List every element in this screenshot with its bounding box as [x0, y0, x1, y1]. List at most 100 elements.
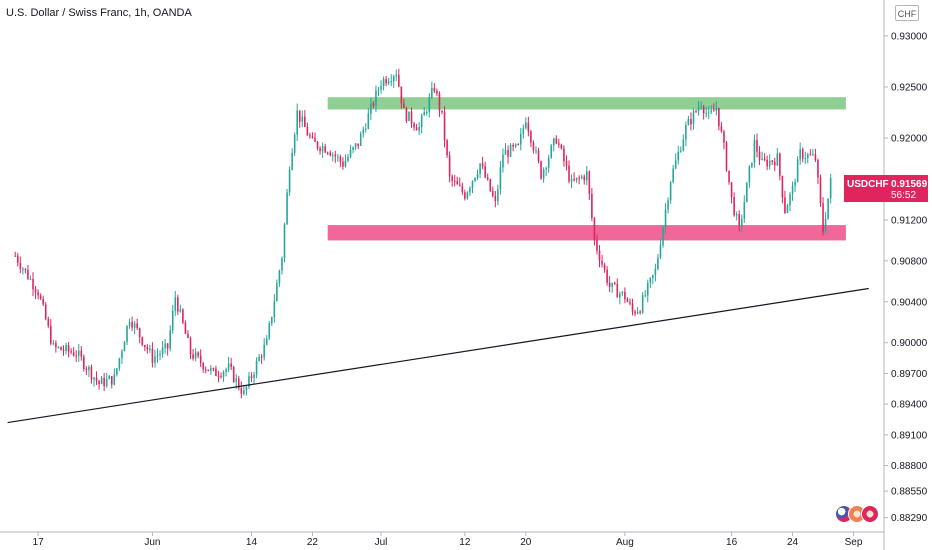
candle-body	[121, 351, 123, 359]
candle-body	[276, 283, 278, 302]
candle-body	[370, 103, 372, 114]
candle-body	[67, 345, 70, 352]
candle-body	[679, 150, 682, 152]
candle-body	[375, 90, 377, 106]
candle-body	[113, 374, 116, 385]
candle-body	[611, 282, 613, 287]
candle-body	[95, 377, 98, 381]
candle-body	[235, 378, 238, 382]
y-tick-label: 0.93000	[891, 31, 928, 42]
candle-body	[174, 297, 177, 311]
candle-body	[532, 142, 535, 151]
candle-body	[118, 358, 121, 369]
candle-body	[199, 355, 202, 364]
candle-body	[57, 347, 60, 349]
candle-body	[151, 348, 154, 363]
candle-body	[248, 376, 250, 387]
candle-body	[753, 139, 756, 163]
candle-body	[347, 156, 349, 161]
candle-body	[512, 144, 514, 147]
candle-body	[337, 156, 339, 158]
candle-body	[314, 137, 316, 142]
candle-body	[382, 79, 385, 86]
candle-body	[761, 158, 763, 160]
candle-body	[448, 155, 451, 177]
candle-body	[697, 107, 700, 112]
y-tick-label: 0.89100	[891, 430, 928, 441]
candle-body	[372, 103, 375, 106]
candle-body	[392, 76, 395, 82]
y-tick-label: 0.88550	[891, 487, 928, 498]
x-tick-label: 12	[459, 537, 471, 548]
candle-body	[156, 355, 159, 357]
candle-body	[326, 152, 329, 154]
candle-body	[39, 295, 42, 299]
candle-body	[443, 112, 446, 141]
candle-body	[545, 168, 547, 170]
resistance-zone[interactable]	[327, 97, 846, 110]
economic-event-icon[interactable]	[861, 505, 879, 523]
candle-body	[34, 289, 37, 293]
candle-body	[83, 356, 85, 370]
currency-button[interactable]: CHF	[895, 5, 919, 21]
candle-body	[725, 142, 728, 171]
candle-body	[829, 178, 832, 199]
candle-body	[664, 209, 667, 227]
candle-body	[484, 166, 486, 178]
x-tick-label: Jul	[375, 537, 388, 548]
candle-body	[273, 301, 276, 317]
candle-body	[685, 124, 687, 140]
candle-body	[306, 127, 309, 136]
candle-body	[801, 149, 804, 159]
candle-body	[19, 262, 22, 269]
support-zone[interactable]	[327, 225, 846, 241]
candle-body	[596, 239, 598, 251]
y-tick-label: 0.88290	[891, 513, 928, 524]
candle-body	[116, 368, 118, 375]
candle-body	[189, 337, 192, 355]
candle-body	[321, 146, 324, 152]
candle-body	[730, 182, 733, 198]
candle-body	[560, 144, 563, 149]
candle-body	[481, 163, 484, 167]
candle-body	[309, 135, 311, 137]
y-tick-label: 0.90800	[891, 256, 928, 267]
candle-body	[283, 224, 286, 259]
candle-body	[814, 154, 817, 161]
candle-body	[263, 344, 265, 358]
event-flags[interactable]	[835, 505, 885, 525]
candle-body	[177, 297, 179, 312]
candle-body	[243, 390, 245, 394]
candle-body	[398, 74, 400, 87]
candle-body	[827, 198, 829, 219]
candle-body	[207, 369, 210, 371]
x-tick-label: 20	[520, 537, 532, 548]
x-tick-label: Sep	[845, 537, 863, 548]
candle-body	[530, 131, 532, 143]
y-tick-label: 0.89400	[891, 400, 928, 411]
candle-body	[649, 277, 652, 284]
candle-body	[52, 343, 55, 345]
candle-body	[580, 176, 583, 179]
candle-body	[143, 345, 146, 347]
candle-body	[37, 292, 39, 296]
candle-body	[573, 178, 575, 181]
x-tick-label: 24	[787, 537, 799, 548]
candle-body	[451, 176, 453, 181]
candle-body	[469, 188, 471, 193]
candle-body	[657, 257, 659, 269]
candle-body	[215, 368, 217, 376]
trendline[interactable]	[7, 287, 869, 424]
candle-body	[466, 192, 469, 199]
candle-body	[245, 386, 248, 391]
trend-layer	[7, 287, 869, 424]
candle-body	[62, 350, 65, 352]
candle-body	[301, 116, 304, 122]
candle-body	[258, 356, 260, 362]
candle-body	[791, 185, 794, 194]
candle-body	[204, 369, 207, 371]
candle-body	[349, 150, 352, 157]
candle-body	[568, 165, 570, 182]
